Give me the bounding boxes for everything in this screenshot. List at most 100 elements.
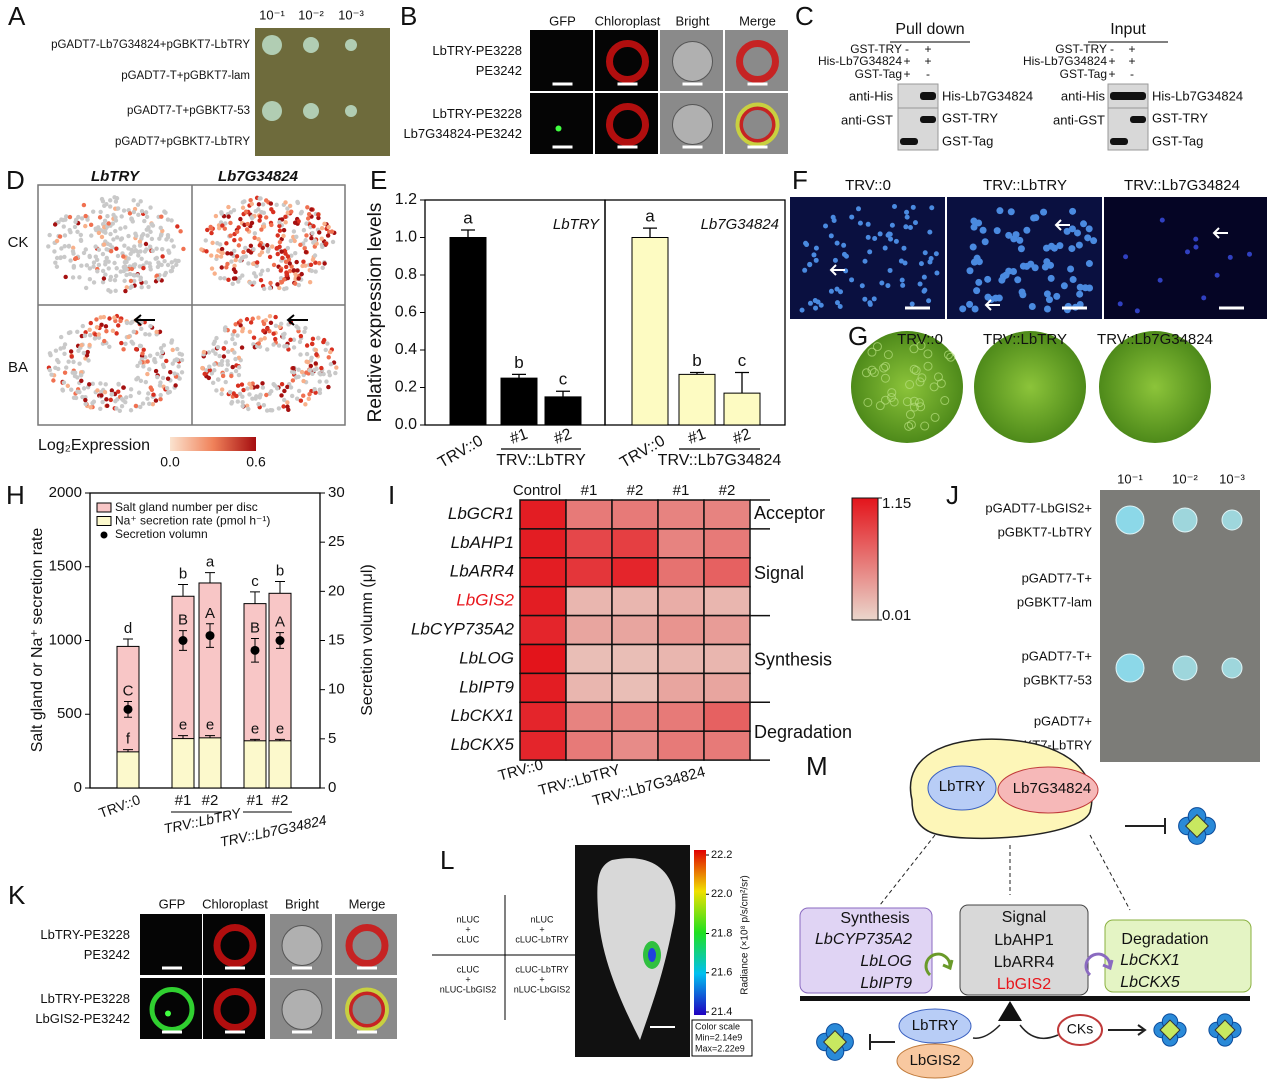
blot (897, 83, 939, 109)
cell-dot (269, 207, 274, 212)
cell-dot (123, 399, 128, 405)
cell-dot (229, 259, 234, 264)
salt-gland (1018, 288, 1026, 296)
cell-dot (149, 222, 155, 227)
cell-dot (128, 278, 134, 284)
cell-dot (81, 202, 87, 208)
sign: + (1128, 42, 1135, 56)
gland (872, 342, 882, 352)
salt-gland (872, 236, 878, 242)
error-bar (123, 638, 133, 647)
cell-dot (216, 377, 221, 382)
gland (943, 350, 953, 360)
cell-dot (296, 276, 301, 281)
salt-gland (975, 219, 983, 227)
salt-gland (885, 283, 891, 289)
point (275, 636, 285, 645)
cell-dot (228, 210, 233, 215)
cell-dot (260, 202, 266, 207)
cell-dot (106, 259, 111, 264)
sign: + (1108, 67, 1115, 81)
salt-gland (1028, 302, 1036, 310)
cell-dot (108, 204, 113, 209)
gland (889, 397, 899, 407)
group-label: TRV::Lb7G34824 (658, 452, 782, 469)
heatmap-cell (519, 701, 567, 732)
cell-dot (137, 239, 143, 244)
cell-dot (273, 336, 278, 342)
salt-gland (1085, 225, 1093, 233)
column-header: TRV::0 (897, 331, 943, 348)
quadrant-label: + (465, 924, 470, 934)
cell-dot (255, 384, 260, 389)
cell-dot (79, 343, 84, 348)
cell-dot (137, 343, 143, 349)
cell-dot (321, 371, 326, 377)
heatmap-cell (657, 585, 705, 617)
quadrant-label: + (539, 974, 544, 984)
cell-dot (225, 362, 231, 367)
cell-dot (233, 322, 238, 327)
cell-dot (294, 259, 299, 265)
cell-dot (253, 274, 259, 279)
cell-dot (284, 286, 289, 291)
cell-dot (78, 237, 84, 243)
cell-dot (324, 379, 329, 384)
cell-dot (277, 228, 283, 233)
blot (897, 107, 939, 151)
cell-dot (62, 233, 68, 238)
salt-gland (904, 209, 910, 215)
cell-dot (176, 258, 181, 264)
cell-dot (138, 277, 143, 283)
cell-dot (310, 336, 316, 342)
cell-dot (219, 246, 225, 252)
heatmap-cell (703, 614, 751, 646)
cell-dot (285, 210, 290, 215)
cell-dot (139, 208, 145, 214)
column-header: LbTRY (91, 168, 141, 185)
sign: - (1130, 67, 1134, 81)
box (959, 904, 1089, 996)
cell-dot (82, 333, 88, 338)
salt-gland (1045, 296, 1053, 304)
antibody-label: anti-His (849, 88, 894, 103)
cell-dot (83, 213, 88, 219)
cell-dot (264, 392, 269, 398)
cell-dot (112, 260, 117, 266)
gland (909, 364, 919, 374)
salt-gland (812, 298, 818, 304)
cell-dot (58, 255, 63, 261)
cell-dot (139, 284, 144, 290)
cell-dot (54, 357, 60, 363)
heatmap-cell (565, 643, 613, 675)
cell-dot (104, 255, 109, 261)
cell-dot (243, 209, 249, 214)
cell-dot (60, 388, 66, 393)
significance-letter: b (179, 565, 187, 582)
cell-dot (73, 256, 79, 261)
cell-dot (297, 339, 303, 345)
cell-dot (226, 204, 231, 210)
cell-dot (233, 269, 238, 275)
strain-label: pGADT7-T+ (1022, 648, 1092, 663)
error-bar (735, 371, 749, 394)
cell-dot (165, 217, 171, 222)
cell-dot (153, 256, 158, 261)
cell-dot (107, 344, 112, 349)
cell-dot (102, 338, 107, 344)
cell-dot (324, 241, 329, 246)
heatmap-cell (519, 528, 567, 559)
cell-dot (115, 253, 121, 259)
cell-dot (159, 214, 164, 219)
error-bar (643, 227, 657, 238)
cell-dot (250, 381, 255, 386)
salt-gland (882, 245, 888, 251)
cell-dot (126, 334, 131, 340)
cell-dot (312, 253, 318, 258)
scale-tick-label: 21.8 (711, 927, 732, 939)
cell-dot (269, 389, 274, 394)
cell-dot (282, 388, 287, 394)
panel-letter: C (795, 1, 814, 31)
cell-dot (108, 198, 113, 203)
cell-dot (329, 229, 335, 234)
